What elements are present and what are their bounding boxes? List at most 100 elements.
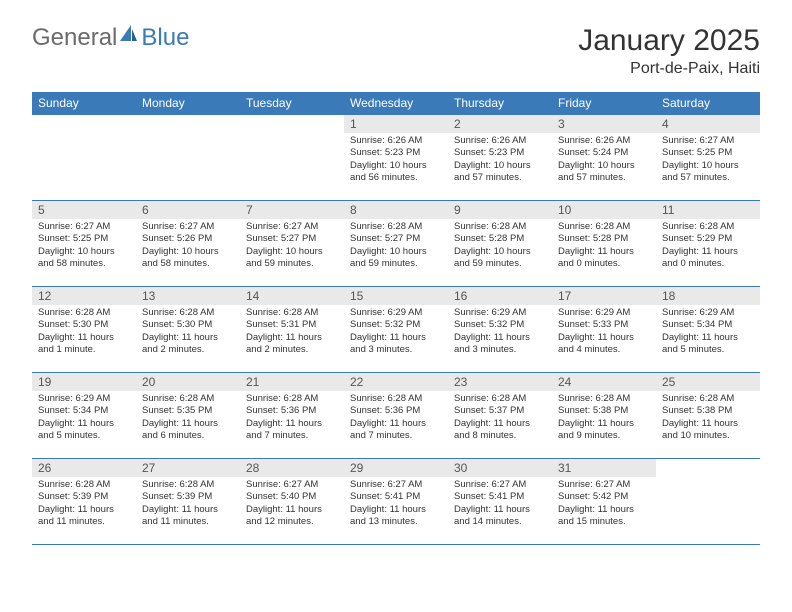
day-details: Sunrise: 6:28 AMSunset: 5:36 PMDaylight:… xyxy=(240,391,344,446)
day-cell: 27Sunrise: 6:28 AMSunset: 5:39 PMDayligh… xyxy=(136,459,240,545)
day-details: Sunrise: 6:28 AMSunset: 5:30 PMDaylight:… xyxy=(32,305,136,360)
day-cell: 4Sunrise: 6:27 AMSunset: 5:25 PMDaylight… xyxy=(656,115,760,201)
day-number: 22 xyxy=(344,373,448,391)
day-cell: 28Sunrise: 6:27 AMSunset: 5:40 PMDayligh… xyxy=(240,459,344,545)
day-number: 23 xyxy=(448,373,552,391)
day-number xyxy=(656,459,760,477)
day-details: Sunrise: 6:27 AMSunset: 5:42 PMDaylight:… xyxy=(552,477,656,532)
brand-text-blue: Blue xyxy=(141,24,189,52)
day-number: 27 xyxy=(136,459,240,477)
day-details: Sunrise: 6:28 AMSunset: 5:36 PMDaylight:… xyxy=(344,391,448,446)
day-details: Sunrise: 6:28 AMSunset: 5:37 PMDaylight:… xyxy=(448,391,552,446)
day-number: 21 xyxy=(240,373,344,391)
day-cell: 18Sunrise: 6:29 AMSunset: 5:34 PMDayligh… xyxy=(656,287,760,373)
day-number xyxy=(32,115,136,133)
day-details: Sunrise: 6:29 AMSunset: 5:33 PMDaylight:… xyxy=(552,305,656,360)
day-number: 14 xyxy=(240,287,344,305)
day-cell: 30Sunrise: 6:27 AMSunset: 5:41 PMDayligh… xyxy=(448,459,552,545)
day-details: Sunrise: 6:27 AMSunset: 5:25 PMDaylight:… xyxy=(32,219,136,274)
weekday-header: Saturday xyxy=(656,92,760,115)
weekday-header: Monday xyxy=(136,92,240,115)
day-details: Sunrise: 6:28 AMSunset: 5:31 PMDaylight:… xyxy=(240,305,344,360)
day-cell: 11Sunrise: 6:28 AMSunset: 5:29 PMDayligh… xyxy=(656,201,760,287)
day-details: Sunrise: 6:26 AMSunset: 5:24 PMDaylight:… xyxy=(552,133,656,188)
day-number: 4 xyxy=(656,115,760,133)
day-details: Sunrise: 6:28 AMSunset: 5:39 PMDaylight:… xyxy=(136,477,240,532)
day-number: 1 xyxy=(344,115,448,133)
day-number xyxy=(240,115,344,133)
day-cell: 21Sunrise: 6:28 AMSunset: 5:36 PMDayligh… xyxy=(240,373,344,459)
day-number: 30 xyxy=(448,459,552,477)
brand-sail-icon xyxy=(117,23,139,50)
day-number: 19 xyxy=(32,373,136,391)
day-cell: 7Sunrise: 6:27 AMSunset: 5:27 PMDaylight… xyxy=(240,201,344,287)
brand-logo: General Blue xyxy=(32,24,189,52)
calendar-row: 26Sunrise: 6:28 AMSunset: 5:39 PMDayligh… xyxy=(32,459,760,545)
day-cell: 16Sunrise: 6:29 AMSunset: 5:32 PMDayligh… xyxy=(448,287,552,373)
day-cell: 20Sunrise: 6:28 AMSunset: 5:35 PMDayligh… xyxy=(136,373,240,459)
weekday-header: Wednesday xyxy=(344,92,448,115)
day-details: Sunrise: 6:28 AMSunset: 5:39 PMDaylight:… xyxy=(32,477,136,532)
day-details: Sunrise: 6:26 AMSunset: 5:23 PMDaylight:… xyxy=(344,133,448,188)
day-cell: 3Sunrise: 6:26 AMSunset: 5:24 PMDaylight… xyxy=(552,115,656,201)
calendar-row: 1Sunrise: 6:26 AMSunset: 5:23 PMDaylight… xyxy=(32,115,760,201)
day-cell: 9Sunrise: 6:28 AMSunset: 5:28 PMDaylight… xyxy=(448,201,552,287)
page-header: General Blue January 2025 Port-de-Paix, … xyxy=(32,24,760,78)
day-cell: 10Sunrise: 6:28 AMSunset: 5:28 PMDayligh… xyxy=(552,201,656,287)
day-number: 26 xyxy=(32,459,136,477)
day-cell-empty xyxy=(136,115,240,201)
day-cell: 1Sunrise: 6:26 AMSunset: 5:23 PMDaylight… xyxy=(344,115,448,201)
day-cell: 13Sunrise: 6:28 AMSunset: 5:30 PMDayligh… xyxy=(136,287,240,373)
day-details: Sunrise: 6:28 AMSunset: 5:28 PMDaylight:… xyxy=(448,219,552,274)
day-details: Sunrise: 6:27 AMSunset: 5:41 PMDaylight:… xyxy=(344,477,448,532)
day-cell: 12Sunrise: 6:28 AMSunset: 5:30 PMDayligh… xyxy=(32,287,136,373)
day-number: 31 xyxy=(552,459,656,477)
day-number: 6 xyxy=(136,201,240,219)
day-details: Sunrise: 6:28 AMSunset: 5:30 PMDaylight:… xyxy=(136,305,240,360)
day-cell: 23Sunrise: 6:28 AMSunset: 5:37 PMDayligh… xyxy=(448,373,552,459)
day-cell: 17Sunrise: 6:29 AMSunset: 5:33 PMDayligh… xyxy=(552,287,656,373)
day-details: Sunrise: 6:29 AMSunset: 5:34 PMDaylight:… xyxy=(656,305,760,360)
day-details: Sunrise: 6:27 AMSunset: 5:41 PMDaylight:… xyxy=(448,477,552,532)
day-cell: 22Sunrise: 6:28 AMSunset: 5:36 PMDayligh… xyxy=(344,373,448,459)
day-number: 10 xyxy=(552,201,656,219)
day-number: 24 xyxy=(552,373,656,391)
calendar-body: 1Sunrise: 6:26 AMSunset: 5:23 PMDaylight… xyxy=(32,115,760,545)
day-details: Sunrise: 6:27 AMSunset: 5:27 PMDaylight:… xyxy=(240,219,344,274)
day-details: Sunrise: 6:28 AMSunset: 5:38 PMDaylight:… xyxy=(552,391,656,446)
calendar-row: 5Sunrise: 6:27 AMSunset: 5:25 PMDaylight… xyxy=(32,201,760,287)
day-number: 20 xyxy=(136,373,240,391)
day-cell-empty xyxy=(656,459,760,545)
weekday-header: Thursday xyxy=(448,92,552,115)
day-number: 9 xyxy=(448,201,552,219)
day-number: 28 xyxy=(240,459,344,477)
day-number: 3 xyxy=(552,115,656,133)
calendar-row: 19Sunrise: 6:29 AMSunset: 5:34 PMDayligh… xyxy=(32,373,760,459)
day-cell: 8Sunrise: 6:28 AMSunset: 5:27 PMDaylight… xyxy=(344,201,448,287)
day-details: Sunrise: 6:28 AMSunset: 5:27 PMDaylight:… xyxy=(344,219,448,274)
location-subtitle: Port-de-Paix, Haiti xyxy=(578,60,760,78)
weekday-header: Tuesday xyxy=(240,92,344,115)
day-details: Sunrise: 6:26 AMSunset: 5:23 PMDaylight:… xyxy=(448,133,552,188)
day-cell: 19Sunrise: 6:29 AMSunset: 5:34 PMDayligh… xyxy=(32,373,136,459)
calendar-table: SundayMondayTuesdayWednesdayThursdayFrid… xyxy=(32,92,760,545)
calendar-row: 12Sunrise: 6:28 AMSunset: 5:30 PMDayligh… xyxy=(32,287,760,373)
day-cell-empty xyxy=(32,115,136,201)
day-cell-empty xyxy=(240,115,344,201)
day-cell: 2Sunrise: 6:26 AMSunset: 5:23 PMDaylight… xyxy=(448,115,552,201)
day-cell: 26Sunrise: 6:28 AMSunset: 5:39 PMDayligh… xyxy=(32,459,136,545)
brand-text-general: General xyxy=(32,24,117,52)
day-number xyxy=(136,115,240,133)
day-cell: 29Sunrise: 6:27 AMSunset: 5:41 PMDayligh… xyxy=(344,459,448,545)
day-details: Sunrise: 6:29 AMSunset: 5:32 PMDaylight:… xyxy=(344,305,448,360)
day-number: 8 xyxy=(344,201,448,219)
day-details: Sunrise: 6:29 AMSunset: 5:34 PMDaylight:… xyxy=(32,391,136,446)
day-number: 7 xyxy=(240,201,344,219)
day-cell: 25Sunrise: 6:28 AMSunset: 5:38 PMDayligh… xyxy=(656,373,760,459)
day-number: 2 xyxy=(448,115,552,133)
weekday-header-row: SundayMondayTuesdayWednesdayThursdayFrid… xyxy=(32,92,760,115)
day-details: Sunrise: 6:29 AMSunset: 5:32 PMDaylight:… xyxy=(448,305,552,360)
day-details: Sunrise: 6:27 AMSunset: 5:40 PMDaylight:… xyxy=(240,477,344,532)
day-details: Sunrise: 6:27 AMSunset: 5:25 PMDaylight:… xyxy=(656,133,760,188)
day-number: 29 xyxy=(344,459,448,477)
